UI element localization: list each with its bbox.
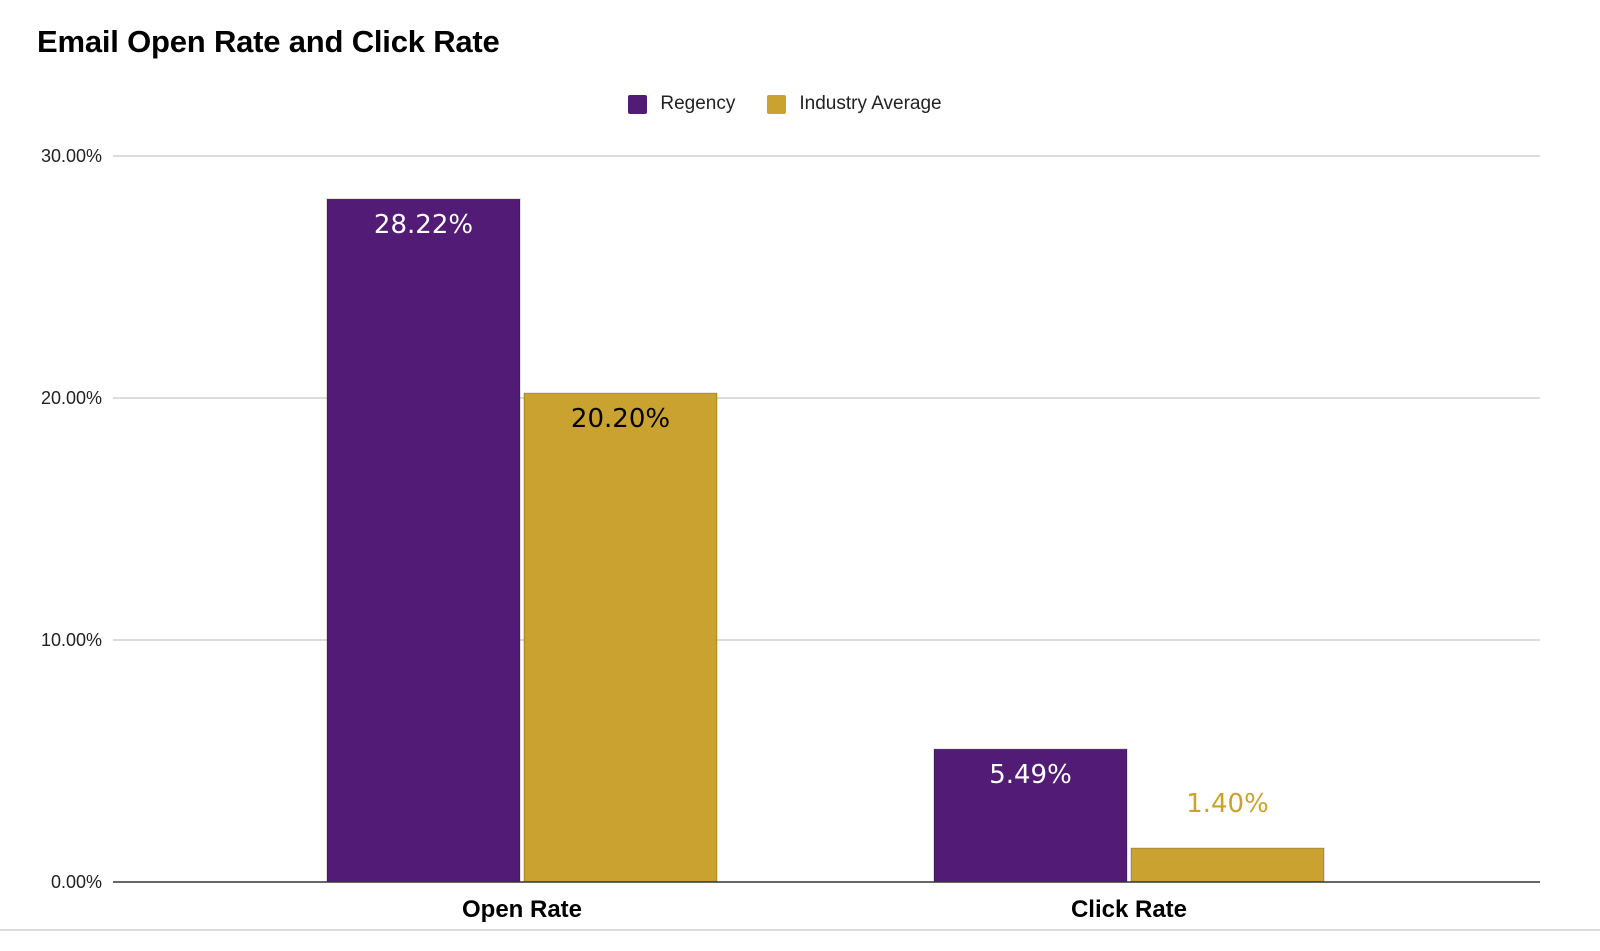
legend-item-industry-average[interactable]: Industry Average — [767, 93, 942, 115]
chart-title: Email Open Rate and Click Rate — [37, 24, 500, 59]
legend-label-regency: Regency — [660, 93, 736, 114]
y-tick-label: 10.00% — [41, 630, 102, 650]
data-label: 20.20% — [571, 404, 670, 434]
legend-swatch-industry-average — [767, 94, 787, 114]
legend-item-regency[interactable]: Regency — [628, 93, 735, 115]
y-tick-label: 0.00% — [51, 872, 102, 892]
x-category-label: Click Rate — [1071, 896, 1187, 923]
bar-industry-average[interactable] — [523, 392, 718, 883]
data-label: 1.40% — [1186, 789, 1269, 819]
data-label: 28.22% — [374, 210, 473, 240]
bar-regency[interactable] — [933, 748, 1128, 883]
bottom-divider — [0, 929, 1600, 931]
y-tick-label: 20.00% — [41, 388, 102, 408]
legend-label-industry-average: Industry Average — [799, 93, 942, 114]
x-category-label: Open Rate — [462, 896, 582, 923]
data-label: 5.49% — [989, 760, 1072, 790]
legend-swatch-regency — [628, 94, 648, 114]
bar-industry-average[interactable] — [1130, 847, 1325, 883]
bar-regency[interactable] — [326, 198, 521, 883]
y-tick-label: 30.00% — [41, 146, 102, 166]
chart-legend: Regency Industry Average — [0, 90, 1600, 118]
